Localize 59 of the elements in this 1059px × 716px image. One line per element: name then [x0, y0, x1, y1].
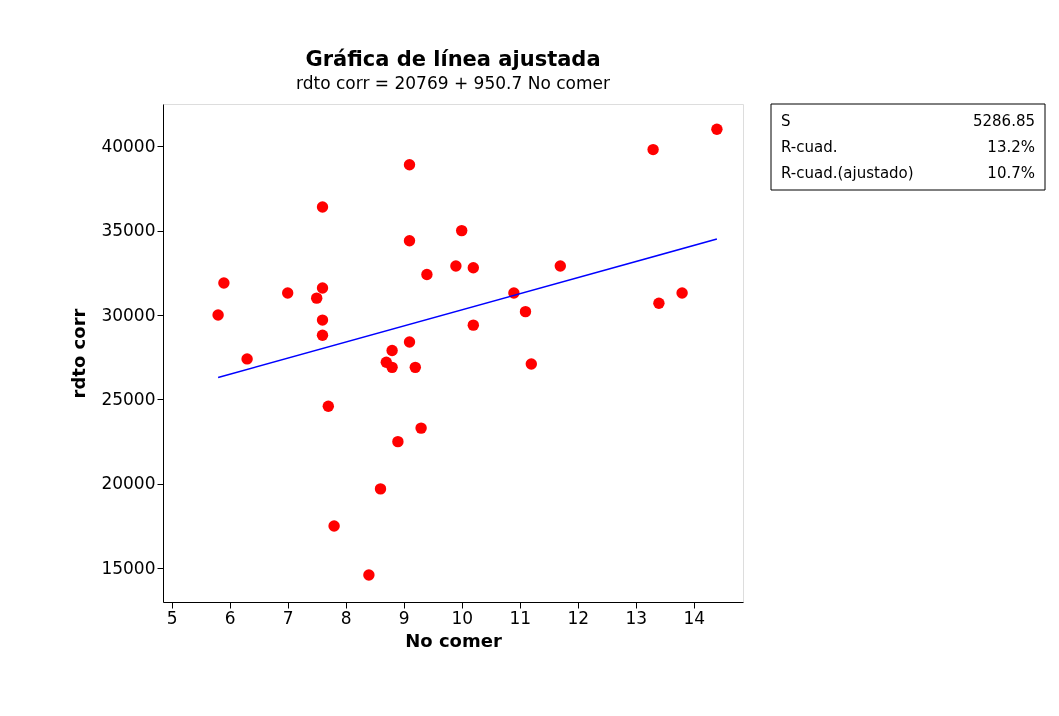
point — [653, 297, 665, 309]
point — [316, 314, 329, 326]
point — [403, 159, 416, 171]
point — [316, 282, 329, 294]
y-axis-title: rdto corr — [68, 308, 90, 399]
x-tick-label: 8 — [340, 607, 352, 628]
point — [212, 309, 224, 321]
point — [456, 224, 468, 237]
text: S — [781, 112, 791, 130]
point — [409, 361, 421, 374]
chart-subtitle: rdto corr = 20769 + 950.7 No comer — [296, 72, 610, 93]
point — [311, 292, 323, 304]
x-tick-label: 11 — [509, 607, 532, 628]
y-tick-label: 30000 — [101, 304, 156, 325]
y-tick-label: 40000 — [101, 135, 156, 156]
y-tick-label: 20000 — [101, 473, 156, 494]
point — [374, 483, 387, 495]
point — [711, 123, 723, 136]
x-tick-label: 5 — [166, 607, 178, 628]
text: R-cuad.(ajustado) — [781, 164, 914, 182]
point — [241, 353, 253, 365]
point — [322, 400, 334, 412]
point — [647, 143, 659, 156]
point — [415, 422, 427, 434]
point — [676, 287, 688, 299]
point — [392, 435, 404, 448]
x-tick-label: 6 — [224, 607, 236, 628]
point — [386, 344, 398, 357]
text: 10.7% — [987, 164, 1035, 182]
x-tick-label: 13 — [625, 607, 648, 628]
chart-title: Gráfica de línea ajustada — [305, 46, 601, 71]
point — [467, 319, 479, 331]
x-tick-label: 14 — [683, 607, 706, 628]
text: 13.2% — [987, 138, 1035, 156]
x-axis-title: No comer — [405, 629, 502, 651]
point — [282, 287, 294, 299]
point — [316, 201, 329, 213]
point — [328, 520, 340, 532]
point — [525, 358, 537, 370]
point — [554, 260, 566, 272]
x-tick-label: 9 — [398, 607, 410, 628]
x-tick-label: 10 — [451, 607, 474, 628]
point — [467, 262, 479, 274]
x-tick-label: 7 — [282, 607, 294, 628]
y-tick-label: 15000 — [101, 557, 156, 578]
text: 5286.85 — [972, 112, 1035, 130]
point — [519, 305, 532, 318]
y-tick-label: 35000 — [101, 220, 156, 241]
x-tick-label: 12 — [567, 607, 590, 628]
point — [386, 361, 398, 374]
point — [421, 268, 433, 281]
y-tick-label: 25000 — [101, 388, 156, 409]
point — [316, 329, 329, 341]
point — [218, 277, 230, 289]
point — [403, 336, 416, 348]
point — [450, 260, 462, 272]
point — [403, 235, 416, 247]
text: R-cuad. — [781, 138, 838, 156]
point — [363, 569, 375, 581]
